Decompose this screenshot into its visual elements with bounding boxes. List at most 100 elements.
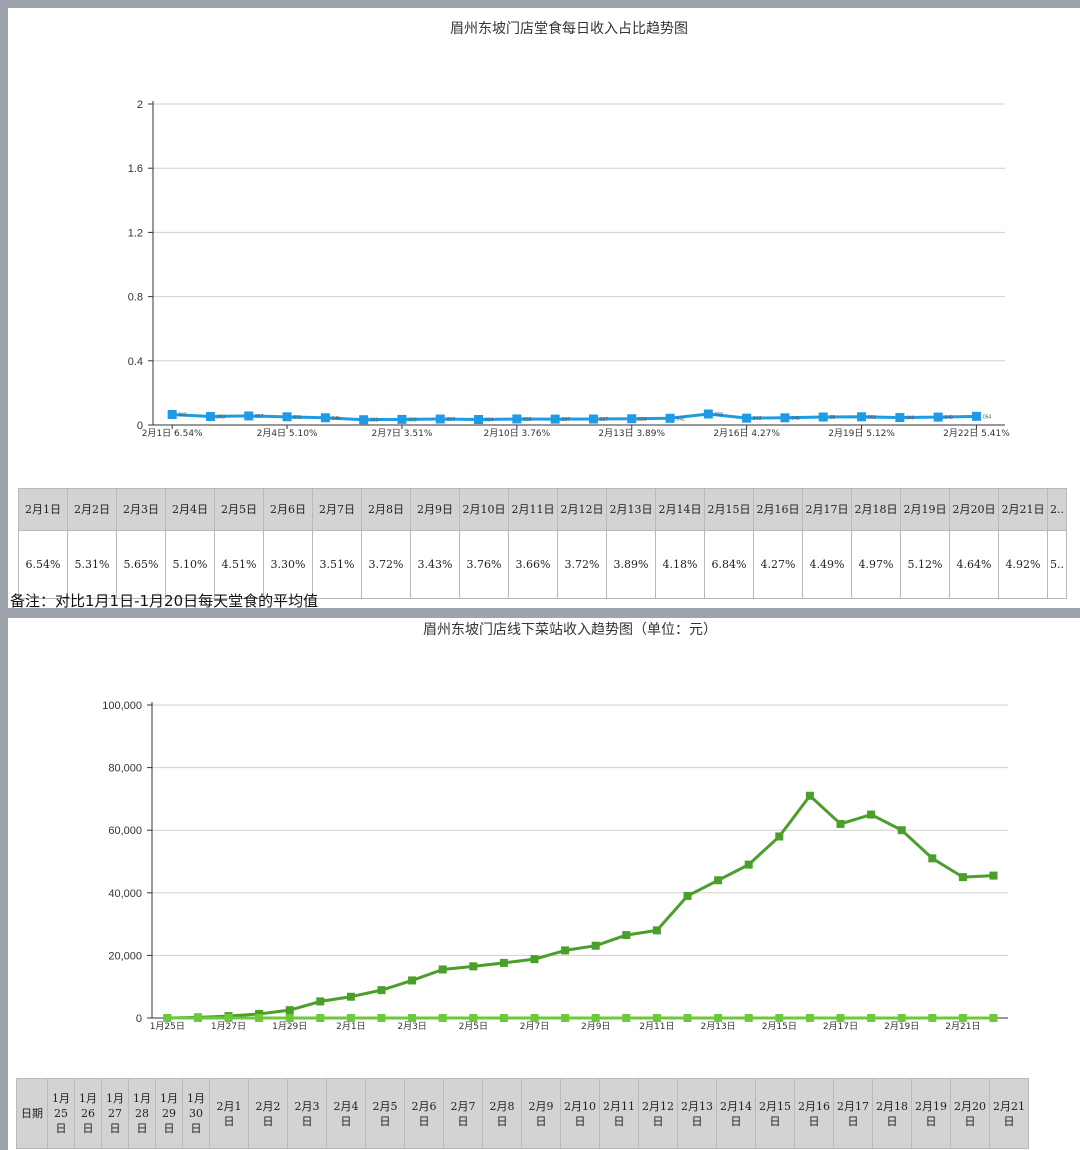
y-tick-label: 80,000 <box>108 763 142 775</box>
table-cell: 4.92% <box>998 530 1048 599</box>
table-header-cell: 2月15日 <box>755 1078 795 1149</box>
table-header-cell: 2月20日 <box>950 1078 990 1149</box>
x-tick-label: 2月21日 <box>945 1021 980 1032</box>
x-tick-label: 2月10日 3.76% <box>484 428 551 439</box>
data-point <box>591 1014 600 1022</box>
table-header-cell: 2月4日 <box>326 1078 366 1149</box>
table-cell: 3.51% <box>312 530 362 599</box>
table-header-cell: 2月17日 <box>802 488 852 531</box>
data-point <box>435 414 445 424</box>
table-header-cell: 2月13日 <box>677 1078 717 1149</box>
data-point <box>897 826 906 835</box>
data-point <box>989 1014 998 1022</box>
data-point <box>167 410 177 420</box>
x-tick-label: 2月19日 5.12% <box>828 428 895 439</box>
table-header-cell: 2月16日 <box>794 1078 834 1149</box>
y-tick-label: 100,000 <box>102 700 142 712</box>
x-tick-label: 2月16日 4.27% <box>713 428 780 439</box>
table-header-cell: 2月2日 <box>67 488 117 531</box>
data-point <box>836 819 845 828</box>
table-header-row: 2月1日 2月2日 2月3日 2月4日 2月5日 2月6日 2月7日 2月8日 2月9日 2月10… <box>18 488 1067 531</box>
data-point <box>255 1009 264 1018</box>
data-point <box>377 1014 386 1022</box>
table-header-cell: 2月10日 <box>560 1078 600 1149</box>
table-cell: 3.30% <box>263 530 313 599</box>
y-tick-label: 40,000 <box>108 888 142 900</box>
data-label: .046 <box>905 416 915 422</box>
table-header-cell: 日期 <box>16 1078 48 1149</box>
table-header-cell: 2月9日 <box>521 1078 561 1149</box>
x-tick-label: 2月7日 <box>520 1021 549 1032</box>
data-point <box>499 958 508 967</box>
x-tick-label: 1月25日 <box>150 1021 185 1032</box>
data-label: .042 <box>675 416 685 422</box>
data-label: .051 <box>292 415 302 421</box>
data-label: .051 <box>867 415 877 421</box>
data-point <box>561 1014 570 1022</box>
data-point <box>205 411 215 421</box>
data-label: .045 <box>790 416 800 422</box>
data-label: .039 <box>637 417 647 423</box>
table-cell: 3.89% <box>606 530 656 599</box>
data-point <box>867 1014 876 1022</box>
footnote: 备注：对比1月1日-1月20日每天堂食的平均值 <box>10 592 319 610</box>
data-point <box>408 1014 417 1022</box>
table-cell: 6.84% <box>704 530 754 599</box>
data-point <box>714 876 723 885</box>
table-cell: 4.51% <box>214 530 264 599</box>
data-point <box>469 962 478 971</box>
table-header-cell: 2月1日 <box>18 488 68 531</box>
chart-title: 眉州东坡门店线下菜站收入趋势图（单位：元） <box>423 622 717 638</box>
data-point <box>499 1014 508 1022</box>
data-point <box>316 997 325 1006</box>
table-header-cell: 2月12日 <box>638 1078 678 1149</box>
data-point <box>971 411 981 421</box>
data-point <box>703 409 713 419</box>
data-point <box>742 413 752 423</box>
data-point <box>622 1014 631 1022</box>
table-header-cell: 2月18日 <box>872 1078 912 1149</box>
x-tick-label: 2月1日 6.54% <box>142 428 203 439</box>
data-point <box>316 1014 325 1022</box>
data-point <box>958 873 967 882</box>
x-tick-label: 2月5日 <box>459 1021 488 1032</box>
table-header-cell: 2月19日 <box>900 488 950 531</box>
data-point <box>622 931 631 940</box>
data-point <box>285 1006 294 1015</box>
x-tick-label: 2月11日 <box>639 1021 674 1032</box>
table-header-cell: 2月18日 <box>851 488 901 531</box>
data-point <box>958 1014 967 1022</box>
data-point <box>897 1014 906 1022</box>
table-header-cell: 2月12日 <box>557 488 607 531</box>
table-header-cell: 2月9日 <box>410 488 460 531</box>
data-point <box>469 1014 478 1022</box>
table-cell: 3.76% <box>459 530 509 599</box>
data-point <box>714 1014 723 1022</box>
data-label: .054 <box>981 414 991 420</box>
x-tick-label: 2月13日 <box>701 1021 736 1032</box>
data-point <box>359 415 369 425</box>
data-point <box>224 1014 233 1022</box>
table-header-cell: 2月8日 <box>482 1078 522 1149</box>
data-point <box>744 1014 753 1022</box>
data-point <box>530 1014 539 1022</box>
x-tick-label: 2月9日 <box>581 1021 610 1032</box>
data-point <box>836 1014 845 1022</box>
table-header-cell: 2月8日 <box>361 488 411 531</box>
data-point <box>775 832 784 841</box>
data-point <box>512 414 522 424</box>
table-cell: 5.10% <box>165 530 215 599</box>
data-label: .068 <box>713 412 723 418</box>
x-tick-label: 2月3日 <box>397 1021 426 1032</box>
table-cell: 5.12% <box>900 530 950 599</box>
x-tick-label: 2月1日 <box>336 1021 365 1032</box>
table-header-cell: 2月5日 <box>365 1078 405 1149</box>
table-cell: 5.65% <box>116 530 166 599</box>
data-point <box>857 412 867 422</box>
data-point <box>397 414 407 424</box>
data-point <box>867 810 876 819</box>
data-point <box>377 986 386 995</box>
y-tick-label: 1.2 <box>128 227 143 239</box>
table-header-cell: 2月2日 <box>248 1078 288 1149</box>
table-header-cell: 2月15日 <box>704 488 754 531</box>
